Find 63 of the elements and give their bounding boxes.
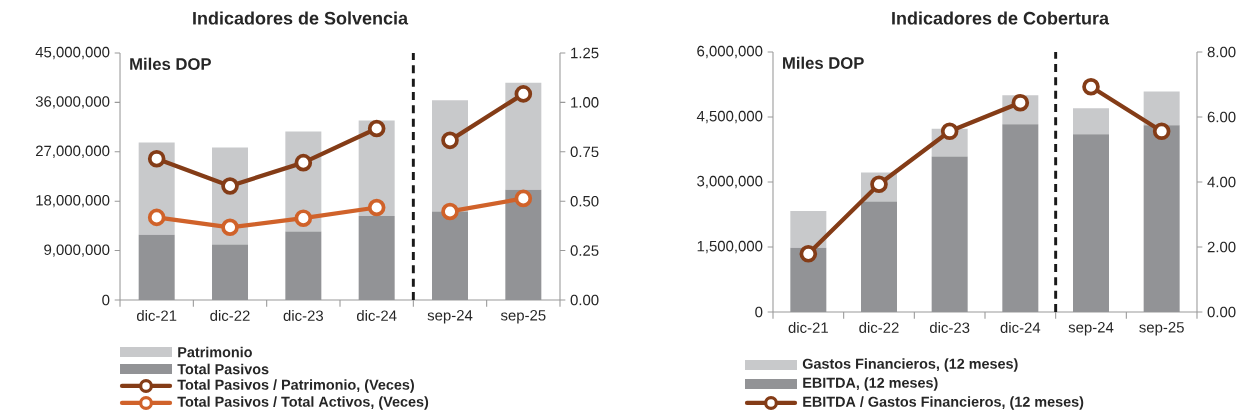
y-tick-label: 45,000,000: [35, 46, 110, 60]
legend-label: Patrimonio: [178, 346, 252, 358]
x-tick-label: dic-22: [210, 310, 250, 321]
x-tick-label: dic-24: [1000, 322, 1041, 333]
point: [221, 218, 239, 237]
y2-tick-label: 4.00: [1207, 176, 1236, 188]
y2-tick-label: 0.00: [1207, 306, 1236, 318]
y-tick-label: 6,000,000: [697, 45, 763, 59]
y-tick-label: 0: [755, 306, 763, 318]
chart-title: Indicadores de Cobertura: [892, 11, 1110, 25]
point: [367, 119, 386, 138]
x-tick-label: dic-21: [136, 310, 177, 321]
x-tick-label: sep-24: [1068, 322, 1114, 336]
y-tick-label: 1,500,000: [697, 240, 763, 254]
x-tick-label: dic-23: [929, 322, 970, 333]
y-tick-label: 18,000,000: [36, 195, 110, 208]
y-tick-label: 3,000,000: [697, 175, 763, 189]
y-tick-label: 9,000,000: [44, 244, 110, 257]
y2-tick-label: 2.00: [1207, 241, 1236, 253]
y-tick-label: 0: [102, 294, 110, 306]
x-tick-label: sep-25: [1139, 322, 1184, 336]
y-tick-label: 27,000,000: [35, 145, 110, 158]
point: [221, 177, 239, 195]
y2-tick-label: 6.00: [1207, 111, 1236, 123]
point: [441, 202, 459, 221]
legend-label: EBITDA, (12 meses): [803, 377, 938, 391]
x-tick-label: sep-24: [427, 310, 473, 324]
point: [940, 122, 959, 141]
y2-tick-label: 1.00: [571, 97, 599, 108]
legend-label: Total Pasivos / Patrimonio, (Veces): [177, 379, 414, 393]
x-tick-label: dic-23: [283, 310, 324, 321]
legend-label: Total Pasivos: [177, 363, 269, 375]
legend-label: EBITDA / Gastos Financieros, (12 meses): [803, 396, 1084, 410]
point: [294, 153, 313, 172]
x-tick-label: dic-24: [356, 310, 397, 321]
x-tick-label: dic-21: [788, 322, 828, 333]
y2-tick-label: 0.25: [570, 245, 599, 256]
bar: [505, 82, 542, 190]
point: [1152, 122, 1171, 141]
point: [1082, 77, 1100, 96]
point: [514, 189, 533, 208]
point: [367, 198, 386, 217]
y2-tick-label: 1.25: [571, 47, 599, 59]
annotation: Miles DOP: [130, 57, 211, 70]
point: [799, 245, 818, 263]
y2-tick-label: 0.75: [570, 146, 599, 158]
x-tick-label: dic-22: [859, 322, 899, 333]
point: [147, 208, 166, 227]
y2-tick-label: 0.50: [570, 195, 599, 207]
point: [294, 209, 313, 227]
bar: [790, 211, 827, 248]
chart-title: Indicadores de Solvencia: [193, 11, 409, 25]
legend-label: Total Pasivos / Total Activos, (Veces): [177, 396, 429, 410]
point: [441, 131, 459, 150]
y2-tick-label: 0.00: [570, 294, 599, 306]
legend-label: Gastos Financieros, (12 meses): [802, 358, 1018, 372]
x-tick-label: sep-25: [500, 310, 546, 324]
point: [514, 85, 533, 103]
point: [147, 149, 166, 168]
y-tick-label: 4,500,000: [696, 110, 763, 124]
y2-tick-label: 8.00: [1207, 46, 1236, 58]
annotation: Miles DOP: [783, 56, 864, 69]
y-tick-label: 36,000,000: [35, 96, 110, 109]
